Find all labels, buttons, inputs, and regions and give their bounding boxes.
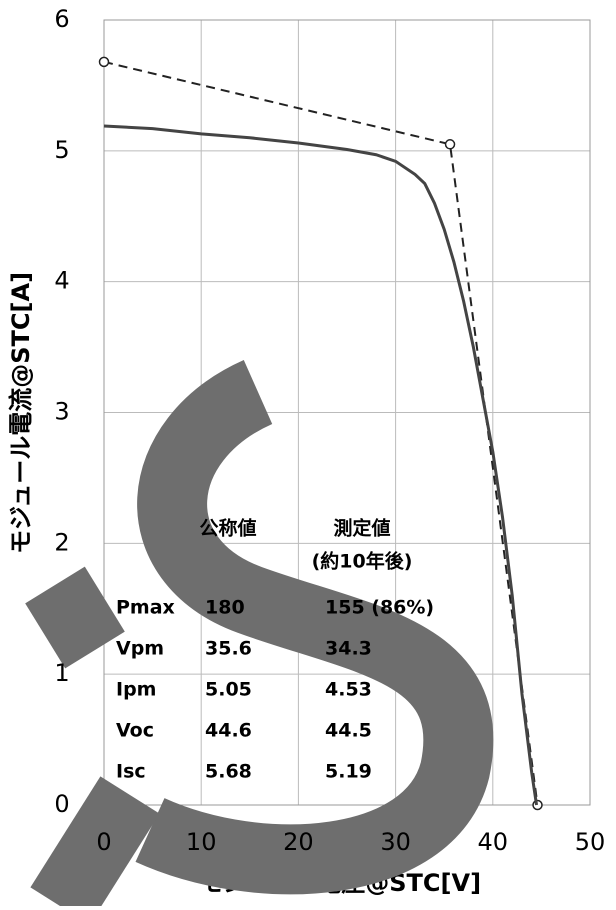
y-axis-label: モジュール電流@STC[A] — [7, 272, 35, 554]
table-subheader: (約10年後) — [312, 550, 413, 573]
table-cell: Vpm — [116, 638, 164, 660]
table-cell: 44.6 — [205, 720, 252, 742]
table-cell: Ipm — [116, 679, 156, 701]
x-tick-label: 10 — [186, 828, 217, 856]
table-header: 公称値 — [199, 517, 256, 540]
table-cell: Pmax — [116, 597, 175, 619]
point — [446, 140, 455, 149]
y-tick-label: 2 — [54, 528, 69, 556]
table-cell: 35.6 — [205, 638, 252, 660]
watermark-s — [150, 392, 458, 859]
x-tick-label: 20 — [283, 828, 314, 856]
y-tick-label: 6 — [54, 5, 69, 33]
y-tick-label: 5 — [54, 136, 69, 164]
y-tick-label: 4 — [54, 267, 69, 295]
chart: モジュール電圧@STC[V] モジュール電流@STC[A] 0102030405… — [0, 0, 616, 906]
point — [100, 57, 109, 66]
table-cell: Voc — [116, 720, 154, 742]
table-cell: 180 — [205, 597, 245, 619]
x-tick-label: 30 — [380, 828, 411, 856]
watermark-piece — [60, 795, 130, 906]
table-cell: 4.53 — [325, 679, 372, 701]
table-cell: 5.68 — [205, 761, 252, 783]
table-cell: 5.05 — [205, 679, 252, 701]
table-cell: 5.19 — [325, 761, 372, 783]
y-tick-label: 1 — [54, 659, 69, 687]
x-tick-label: 0 — [96, 828, 111, 856]
watermark-piece — [55, 585, 95, 650]
table-cell: 34.3 — [325, 638, 372, 660]
table-header: 測定値 — [333, 517, 390, 540]
x-tick-label: 40 — [478, 828, 509, 856]
x-tick-label: 50 — [575, 828, 606, 856]
table-cell: 44.5 — [325, 720, 372, 742]
y-tick-label: 3 — [54, 398, 69, 426]
table-cell: Isc — [116, 761, 146, 783]
table-cell: 155 (86%) — [325, 597, 434, 619]
y-tick-label: 0 — [54, 790, 69, 818]
